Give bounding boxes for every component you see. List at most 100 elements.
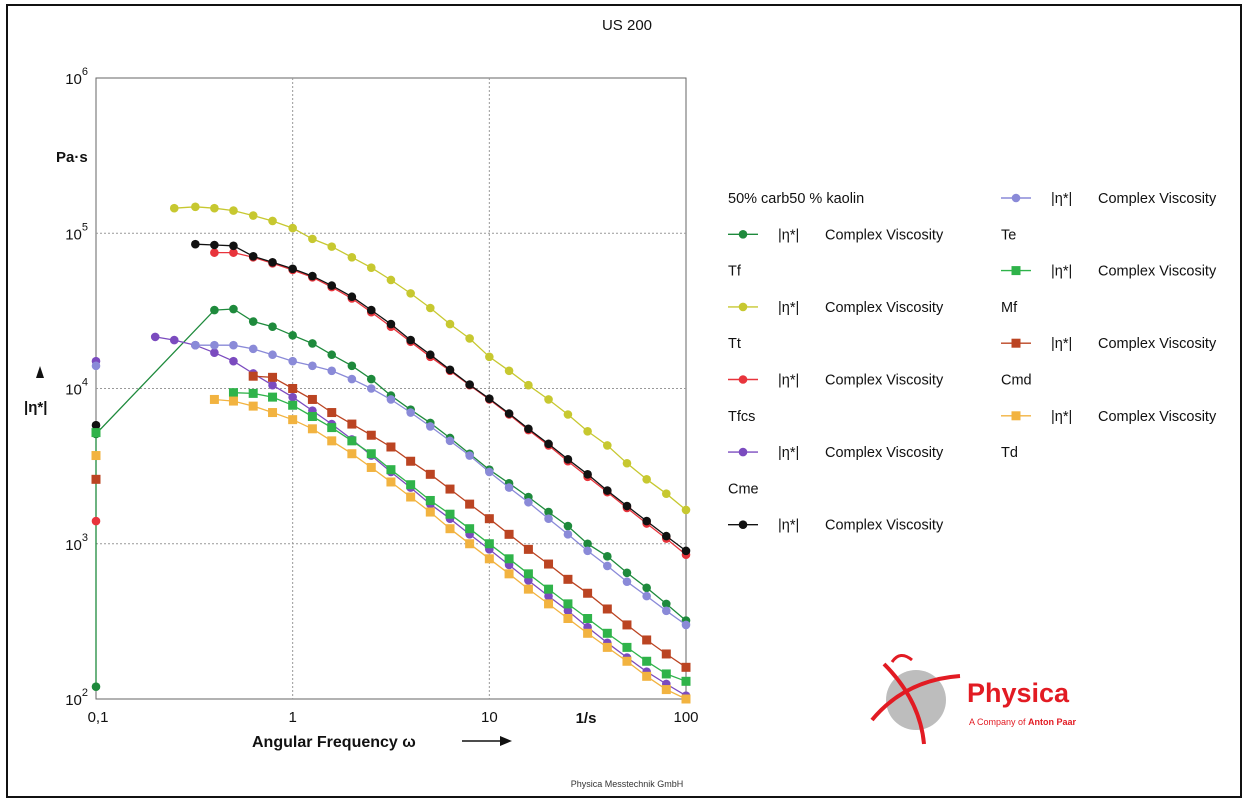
data-point	[228, 388, 238, 398]
data-point	[445, 365, 455, 375]
data-point	[544, 507, 553, 517]
y-tick-labels: 102 103 104 105 106	[65, 66, 88, 709]
legend-quantity: |η*|	[778, 445, 799, 461]
data-point	[288, 264, 297, 274]
legend-entry-2: Tt |η*| Complex Viscosity	[728, 336, 944, 389]
data-point	[406, 492, 416, 502]
data-point	[366, 374, 376, 384]
data-point	[484, 554, 494, 564]
legend-quantity: |η*|	[1051, 264, 1072, 280]
data-point	[445, 524, 455, 534]
legend-series-name: Cme	[728, 481, 759, 497]
data-point	[327, 423, 337, 433]
legend-entry-8: Td |η*| Complex Viscosity	[1001, 409, 1217, 461]
data-point	[563, 530, 573, 539]
data-point	[524, 497, 533, 507]
logo-tagline: A Company of Anton Paar	[969, 717, 1077, 727]
data-point	[386, 465, 396, 475]
data-point	[524, 380, 533, 390]
data-point	[563, 454, 573, 464]
data-point	[248, 401, 258, 411]
data-point	[426, 350, 435, 360]
data-point	[268, 216, 277, 226]
data-point	[642, 656, 652, 666]
data-point	[603, 552, 612, 561]
legend-description: Complex Viscosity	[1098, 336, 1217, 352]
data-point	[366, 384, 376, 393]
series-8	[91, 394, 691, 704]
legend-quantity: |η*|	[1051, 336, 1072, 352]
data-point	[642, 516, 651, 526]
legend-marker	[738, 520, 748, 529]
data-point	[347, 449, 357, 459]
data-point	[504, 529, 514, 539]
data-point	[465, 451, 474, 460]
physica-logo-icon	[870, 654, 961, 745]
data-point	[622, 458, 632, 468]
data-point	[327, 366, 337, 376]
data-point	[406, 335, 415, 345]
legend-series-name: Tfcs	[728, 409, 755, 425]
data-point	[661, 649, 671, 659]
footer-credit: Physica Messtechnik GmbH	[571, 779, 684, 789]
data-point	[445, 319, 455, 329]
data-point	[583, 539, 592, 549]
data-point	[210, 248, 219, 257]
data-point	[308, 271, 317, 281]
data-point	[642, 475, 651, 484]
data-point	[603, 486, 612, 495]
data-point	[465, 524, 475, 534]
data-point	[308, 339, 317, 348]
data-point	[661, 685, 671, 695]
data-point	[386, 477, 396, 487]
data-point	[544, 584, 554, 594]
data-point	[327, 436, 337, 446]
legend-entry-3: Tfcs |η*| Complex Viscosity	[728, 409, 944, 461]
legend-marker	[738, 447, 748, 457]
data-point	[366, 263, 376, 272]
data-point	[504, 483, 514, 492]
legend-description: Complex Viscosity	[1098, 264, 1217, 280]
legend-marker	[1011, 266, 1021, 276]
data-point	[523, 584, 533, 594]
data-point	[563, 410, 573, 419]
data-point	[622, 577, 632, 586]
data-point	[347, 374, 357, 384]
data-point	[347, 292, 357, 302]
data-point	[661, 489, 671, 499]
legend-description: Complex Viscosity	[825, 518, 944, 534]
data-point	[91, 451, 101, 461]
data-point	[248, 317, 258, 326]
legend-series-name: Mf	[1001, 300, 1018, 316]
data-point	[603, 561, 612, 571]
data-point	[504, 366, 514, 376]
data-point	[288, 223, 297, 233]
series-3	[91, 332, 691, 701]
data-point	[406, 408, 415, 417]
data-point	[563, 574, 573, 584]
data-point	[91, 516, 101, 526]
x-tick-label: 1	[288, 709, 296, 726]
data-point	[425, 495, 435, 505]
data-point	[229, 356, 238, 366]
x-unit-label: 1/s	[576, 710, 597, 727]
legend-marker	[1011, 338, 1021, 348]
data-point	[307, 394, 317, 404]
data-point	[583, 614, 593, 624]
data-point	[288, 356, 297, 366]
legend-marker	[1011, 193, 1021, 203]
legend: 50% carb50 % kaolin |η*| Complex Viscosity…	[728, 191, 1217, 534]
legend-series-name: 50% carb50 % kaolin	[728, 191, 864, 207]
data-point	[445, 509, 455, 519]
data-point	[445, 484, 455, 494]
data-point	[288, 384, 298, 393]
data-point	[308, 361, 317, 371]
data-point	[386, 275, 396, 285]
y-tick-label: 102	[65, 687, 88, 709]
data-point	[91, 682, 101, 692]
data-point	[210, 348, 219, 358]
data-point	[583, 588, 593, 598]
x-tick-label: 10	[481, 709, 498, 726]
data-point	[484, 514, 494, 524]
